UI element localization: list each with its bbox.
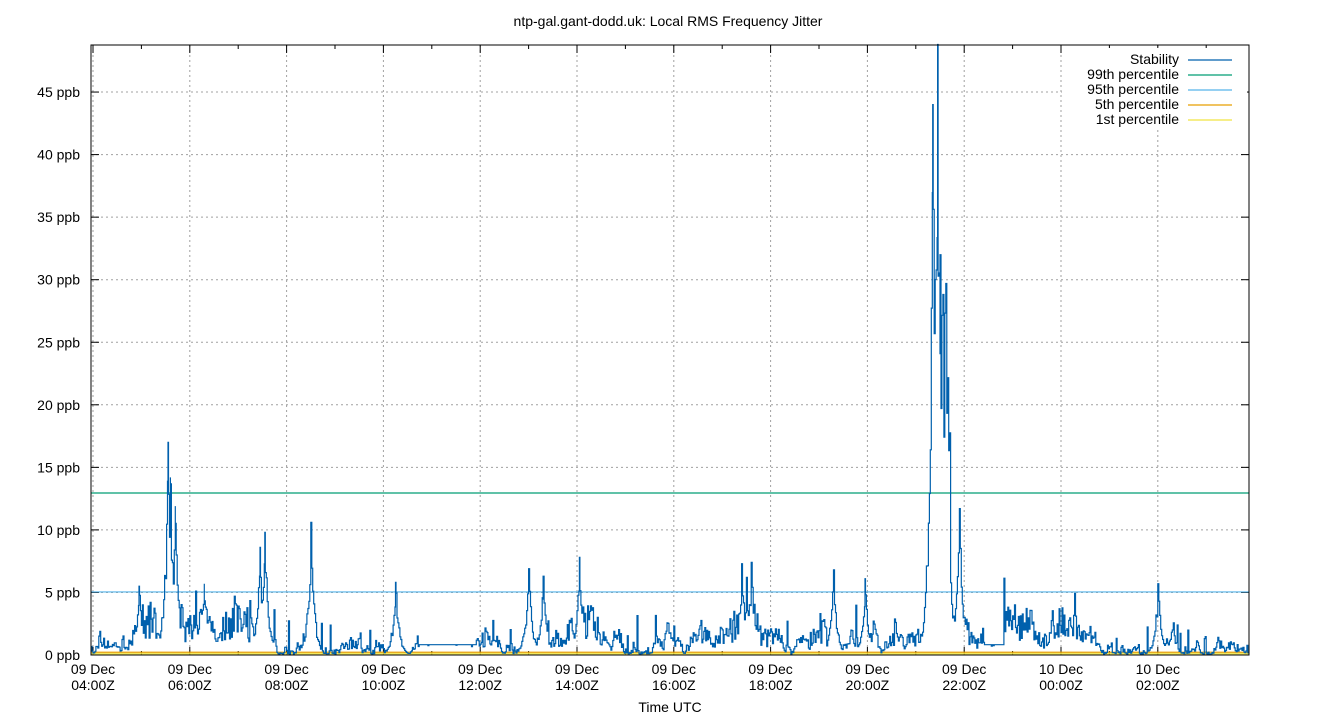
x-tick-date: 09 Dec <box>652 661 696 677</box>
y-tick-label: 45 ppb <box>37 84 80 100</box>
x-tick-time: 06:00Z <box>168 677 212 693</box>
y-tick-label: 25 ppb <box>37 334 80 350</box>
y-tick-label: 40 ppb <box>37 147 80 163</box>
stability-line <box>91 43 1250 655</box>
legend-label: 1st percentile <box>1096 111 1179 127</box>
x-tick-date: 09 Dec <box>264 661 308 677</box>
y-tick-label: 30 ppb <box>37 272 80 288</box>
x-tick-date: 09 Dec <box>458 661 502 677</box>
y-tick-label: 0 ppb <box>45 647 80 663</box>
x-tick-date: 09 Dec <box>168 661 212 677</box>
y-tick-label: 20 ppb <box>37 397 80 413</box>
x-tick-time: 08:00Z <box>265 677 309 693</box>
legend-label: 95th percentile <box>1087 81 1179 97</box>
x-tick-date: 10 Dec <box>1039 661 1083 677</box>
x-tick-time: 18:00Z <box>749 677 793 693</box>
y-tick-label: 5 ppb <box>45 584 80 600</box>
x-tick-date: 09 Dec <box>942 661 986 677</box>
x-tick-time: 20:00Z <box>846 677 890 693</box>
y-axis-ticks: 0 ppb 5 ppb 10 ppb 15 ppb 20 ppb 25 ppb 30 ppb… <box>37 84 1249 663</box>
x-tick-time: 04:00Z <box>71 677 115 693</box>
x-tick-date: 09 Dec <box>845 661 889 677</box>
plot-border <box>90 44 1250 656</box>
x-tick-time: 14:00Z <box>555 677 599 693</box>
x-tick-time: 02:00Z <box>1136 677 1180 693</box>
legend-label: 5th percentile <box>1095 96 1179 112</box>
plot-series <box>91 43 1250 655</box>
x-axis-label: Time UTC <box>638 699 701 715</box>
x-tick-date: 09 Dec <box>361 661 405 677</box>
x-tick-time: 16:00Z <box>652 677 696 693</box>
x-tick-date: 10 Dec <box>1136 661 1180 677</box>
chart-title: ntp-gal.gant-dodd.uk: Local RMS Frequenc… <box>514 13 823 29</box>
y-tick-label: 35 ppb <box>37 209 80 225</box>
legend-label: Stability <box>1130 51 1179 67</box>
x-tick-time: 22:00Z <box>942 677 986 693</box>
x-tick-time: 00:00Z <box>1039 677 1083 693</box>
legend-label: 99th percentile <box>1087 66 1179 82</box>
x-tick-date: 09 Dec <box>71 661 115 677</box>
y-tick-label: 10 ppb <box>37 522 80 538</box>
x-tick-date: 09 Dec <box>748 661 792 677</box>
y-tick-label: 15 ppb <box>37 459 80 475</box>
x-tick-date: 09 Dec <box>555 661 599 677</box>
x-tick-time: 12:00Z <box>458 677 502 693</box>
x-tick-time: 10:00Z <box>362 677 406 693</box>
grid-lines <box>91 45 1249 655</box>
